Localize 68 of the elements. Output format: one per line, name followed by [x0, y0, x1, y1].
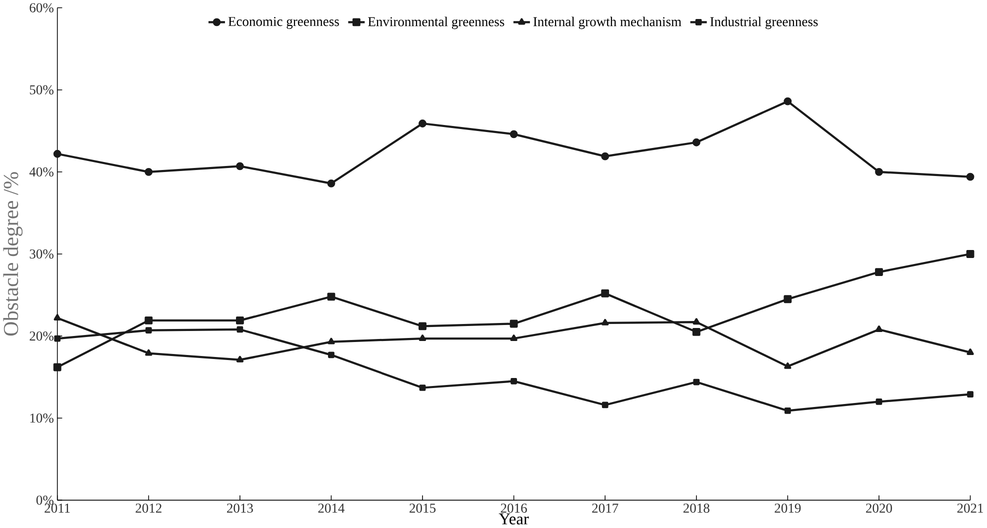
- x-tick-label: 2016: [500, 504, 527, 513]
- point: [236, 356, 244, 363]
- point: [418, 120, 426, 128]
- point: [876, 398, 882, 406]
- x-tick-label: 2019: [774, 504, 801, 513]
- point: [53, 150, 62, 158]
- x-tick-label: 2017: [592, 504, 618, 513]
- point: [601, 290, 610, 298]
- point: [692, 138, 700, 146]
- point: [54, 335, 61, 342]
- y-axis-title: Obstacle degree /%: [3, 172, 23, 336]
- point: [966, 173, 974, 181]
- x-tick-label: 2015: [410, 504, 436, 513]
- point: [784, 98, 792, 106]
- point: [966, 348, 974, 356]
- x-tick-label: 2020: [866, 504, 892, 513]
- point: [236, 316, 244, 325]
- point: [602, 319, 609, 326]
- point: [692, 328, 700, 336]
- y-tick-label: 60%: [30, 3, 54, 13]
- point: [53, 363, 62, 372]
- point: [145, 327, 152, 334]
- point: [784, 408, 791, 414]
- point: [327, 292, 336, 301]
- legend-label: Environmental greenness: [368, 16, 504, 30]
- x-tick-label: 2014: [318, 504, 345, 513]
- y-tick-label: 40%: [29, 167, 54, 177]
- point: [875, 268, 883, 276]
- point: [327, 180, 336, 188]
- point: [784, 295, 792, 304]
- x-tick-label: 2013: [227, 504, 253, 513]
- legend-label: Industrial greenness: [710, 16, 818, 30]
- point: [966, 250, 974, 258]
- point: [236, 326, 244, 333]
- point: [601, 152, 610, 160]
- point: [54, 314, 61, 321]
- y-tick-label: 30%: [30, 250, 54, 259]
- point: [510, 378, 517, 385]
- legend-label: Economic greenness: [228, 17, 339, 30]
- point: [510, 130, 518, 138]
- point: [144, 316, 153, 325]
- point: [692, 318, 700, 325]
- point: [510, 320, 518, 328]
- point: [418, 322, 426, 330]
- x-tick-label: 2011: [44, 504, 70, 513]
- point: [510, 334, 518, 342]
- y-tick-label: 0%: [36, 496, 54, 505]
- x-tick-label: 2012: [136, 504, 162, 513]
- x-tick-label: 2021: [957, 504, 983, 513]
- y-tick-label: 20%: [30, 332, 54, 341]
- point: [236, 162, 244, 170]
- point: [145, 349, 152, 356]
- y-tick-label: 50%: [30, 85, 54, 95]
- point: [967, 391, 974, 398]
- point: [328, 338, 335, 344]
- legend-label: Internal growth mechanism: [533, 16, 682, 30]
- point: [602, 402, 608, 408]
- x-axis-title: Year: [498, 514, 529, 525]
- point: [419, 384, 426, 392]
- x-tick-label: 2018: [683, 504, 710, 513]
- point: [784, 362, 792, 370]
- point: [328, 352, 334, 358]
- y-tick-label: 10%: [30, 414, 54, 423]
- point: [693, 378, 700, 386]
- point: [875, 168, 883, 176]
- point: [144, 168, 153, 176]
- point: [418, 334, 426, 342]
- point: [875, 326, 883, 332]
